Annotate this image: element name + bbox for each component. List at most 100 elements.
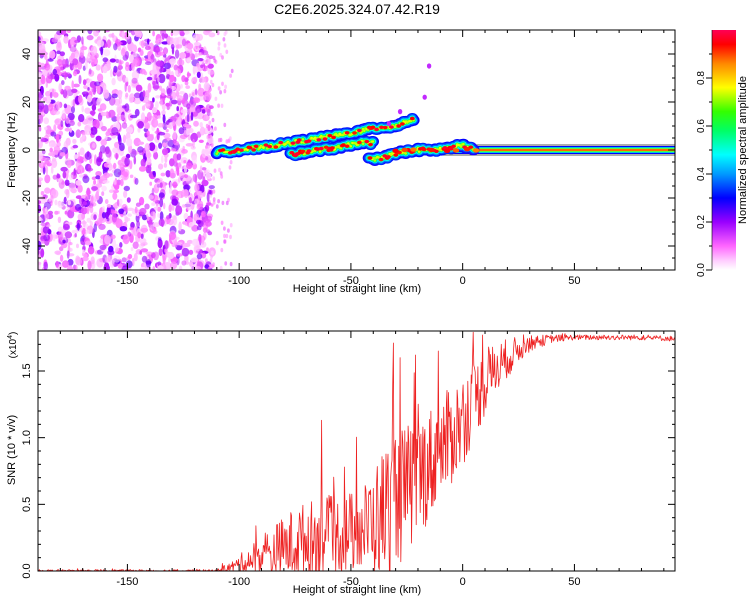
- noise-speckle: [225, 49, 229, 54]
- noise-speckle: [76, 243, 79, 249]
- noise-speckle: [78, 74, 82, 85]
- noise-speckle: [144, 45, 151, 51]
- noise-speckle: [168, 74, 176, 83]
- noise-speckle: [47, 58, 54, 62]
- noise-speckle: [74, 233, 77, 238]
- ridge-hotspot: [443, 148, 451, 153]
- branch-hotspot: [341, 143, 346, 147]
- noise-speckle: [186, 239, 193, 244]
- noise-speckle: [71, 88, 78, 94]
- noise-speckle: [115, 41, 123, 45]
- noise-speckle: [53, 145, 61, 154]
- noise-speckle: [109, 58, 116, 63]
- noise-speckle: [79, 136, 84, 144]
- noise-speckle: [188, 127, 194, 134]
- noise-speckle: [170, 115, 177, 123]
- noise-speckle: [38, 218, 43, 222]
- noise-speckle: [94, 81, 101, 87]
- snr-x-ticks: -150 -100 -50 0 50: [37, 331, 665, 588]
- noise-speckle: [50, 72, 54, 81]
- noise-speckle: [178, 127, 185, 135]
- noise-speckle: [193, 42, 201, 46]
- noise-speckle: [125, 126, 134, 134]
- noise-speckle: [99, 103, 107, 111]
- noise-speckle: [152, 30, 156, 37]
- branch-hotspot: [378, 157, 384, 162]
- noise-speckle: [86, 187, 91, 196]
- noise-speckle: [218, 167, 221, 173]
- noise-speckle: [69, 211, 72, 217]
- noise-speckle: [174, 70, 179, 76]
- noise-speckle: [141, 255, 148, 263]
- branch-hotspot: [451, 144, 456, 148]
- noise-speckle: [95, 64, 101, 71]
- noise-speckle: [95, 183, 103, 188]
- noise-speckle: [224, 84, 228, 90]
- noise-speckle: [194, 198, 199, 205]
- noise-speckle: [109, 189, 114, 193]
- noise-speckle: [135, 212, 140, 217]
- noise-speckle: [179, 30, 184, 35]
- noise-speckle: [113, 43, 118, 51]
- noise-speckle: [166, 37, 173, 41]
- noise-speckle: [111, 238, 117, 248]
- noise-speckle: [130, 221, 135, 229]
- noise-speckle: [113, 262, 119, 267]
- noise-speckle: [72, 138, 77, 144]
- noise-speckle: [162, 47, 169, 55]
- noise-speckle: [47, 210, 54, 215]
- noise-speckle: [158, 73, 166, 84]
- branch-hotspot: [316, 138, 322, 142]
- branch-hotspot: [352, 131, 357, 135]
- branch-blob: [318, 150, 322, 153]
- noise-speckle: [209, 134, 213, 139]
- noise-speckle: [217, 46, 221, 51]
- branch-hotspot: [386, 155, 391, 159]
- noise-speckle: [164, 240, 169, 250]
- noise-speckle: [208, 185, 215, 190]
- branch-hotspot: [379, 125, 384, 129]
- noise-speckle: [151, 107, 158, 114]
- noise-speckle: [113, 255, 121, 263]
- ridge-hotspot: [392, 148, 399, 153]
- noise-speckle: [197, 169, 204, 180]
- branch-blob: [349, 145, 353, 148]
- noise-speckle: [100, 111, 108, 117]
- branch-blob: [363, 129, 366, 132]
- noise-speckle: [186, 71, 190, 79]
- heatmap-x-ticks: -150 -100 -50 0 50: [37, 30, 665, 287]
- noise-speckle: [191, 224, 199, 232]
- noise-speckle: [104, 234, 111, 245]
- noise-speckle: [38, 91, 43, 101]
- noise-speckle: [91, 104, 97, 111]
- noise-speckle: [197, 87, 205, 97]
- branch-blob: [409, 119, 413, 123]
- branch-hotspot: [357, 140, 362, 145]
- noise-speckle: [131, 70, 140, 81]
- noise-speckle: [72, 65, 78, 71]
- branch-blob: [337, 134, 340, 137]
- heatmap-x-axis-label: Height of straight line (km): [293, 283, 421, 295]
- noise-speckle: [192, 162, 198, 170]
- noise-speckle: [78, 114, 85, 123]
- branch-hotspot: [396, 124, 402, 128]
- noise-speckle: [89, 220, 94, 227]
- branch-hotspot: [327, 133, 333, 138]
- noise-speckle: [99, 244, 107, 251]
- noise-speckle: [64, 210, 68, 215]
- noise-speckle: [93, 223, 98, 233]
- noise-speckle: [207, 144, 211, 149]
- noise-speckle: [152, 211, 156, 219]
- noise-speckle: [38, 261, 42, 266]
- noise-speckle: [129, 227, 134, 231]
- noise-speckle: [177, 161, 182, 169]
- noise-speckle: [68, 242, 73, 246]
- noise-speckle: [139, 237, 147, 245]
- noise-speckle: [196, 253, 203, 260]
- noise-speckle: [62, 239, 66, 244]
- noise-speckle: [147, 51, 151, 61]
- noise-speckle: [178, 176, 181, 183]
- noise-speckle: [105, 257, 110, 263]
- noise-speckle: [125, 35, 130, 40]
